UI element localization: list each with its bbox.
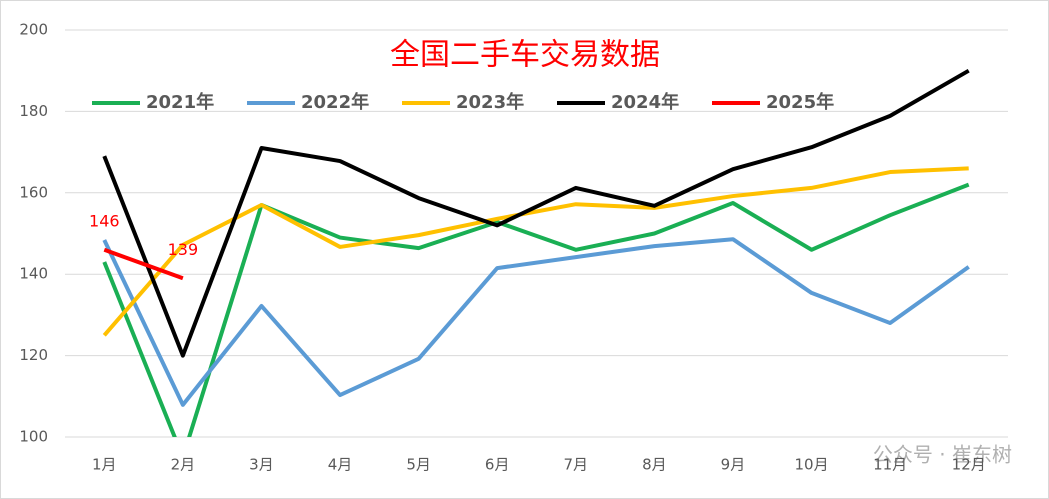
x-tick-label: 4月 xyxy=(328,456,353,474)
series-line xyxy=(102,182,970,437)
x-tick-label: 7月 xyxy=(564,456,589,474)
x-tick-label: 8月 xyxy=(642,456,667,474)
data-label: 146 xyxy=(89,211,120,230)
series-line xyxy=(102,237,970,407)
plot-area xyxy=(102,68,970,437)
chart-title: 全国二手车交易数据 xyxy=(390,38,660,73)
x-tick-label: 12月 xyxy=(952,456,986,474)
y-tick-label: 140 xyxy=(19,265,48,283)
legend-label: 2024年 xyxy=(611,91,679,113)
legend-label: 2025年 xyxy=(766,91,834,113)
y-tick-label: 120 xyxy=(19,346,48,364)
x-tick-label: 2月 xyxy=(171,456,196,474)
x-tick-label: 5月 xyxy=(406,456,431,474)
legend-label: 2022年 xyxy=(301,91,369,113)
legend-label: 2021年 xyxy=(146,91,214,113)
series-line xyxy=(103,247,184,281)
watermark: 公众号 · 崔东树 xyxy=(873,443,1012,467)
x-tick-label: 3月 xyxy=(249,456,274,474)
series-line xyxy=(102,68,970,358)
x-tick-label: 1月 xyxy=(92,456,117,474)
y-tick-label: 160 xyxy=(19,183,48,201)
x-tick-label: 10月 xyxy=(794,456,828,474)
data-label: 139 xyxy=(168,240,199,259)
series-line xyxy=(102,166,969,337)
x-tick-label: 6月 xyxy=(485,456,510,474)
legend-label: 2023年 xyxy=(456,91,524,113)
y-tick-label: 180 xyxy=(19,102,48,120)
x-tick-label: 11月 xyxy=(873,456,907,474)
y-tick-label: 200 xyxy=(19,21,48,39)
x-tick-label: 9月 xyxy=(721,456,746,474)
y-tick-label: 100 xyxy=(19,428,48,446)
